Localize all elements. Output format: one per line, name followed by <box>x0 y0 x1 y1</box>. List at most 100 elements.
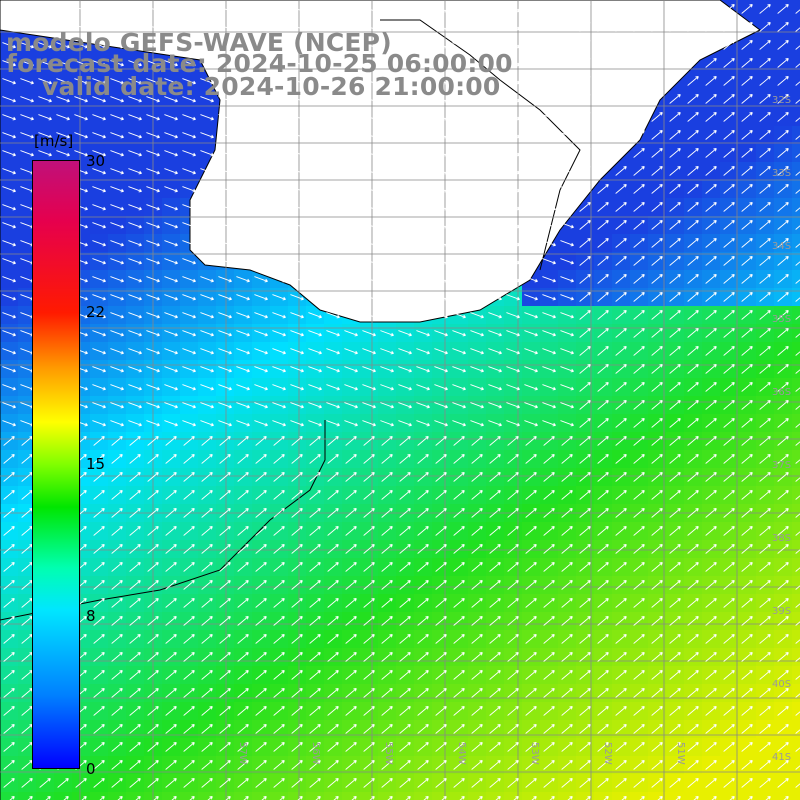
wind-arrow <box>326 384 340 391</box>
wind-arrow <box>416 132 430 139</box>
wind-arrow <box>549 796 555 800</box>
wind-arrow <box>333 796 339 800</box>
wind-arrow <box>92 420 106 427</box>
wind-arrow <box>111 472 123 482</box>
wind-arrow <box>506 204 520 211</box>
wind-arrow <box>687 760 699 770</box>
wind-arrow <box>542 420 556 427</box>
wind-arrow <box>795 171 800 176</box>
wind-arrow <box>3 634 15 644</box>
wind-arrow <box>110 276 124 283</box>
wind-arrow <box>543 652 555 662</box>
wind-arrow <box>3 526 15 536</box>
wind-arrow <box>795 639 800 644</box>
wind-arrow <box>488 366 502 373</box>
wind-arrow <box>183 688 195 698</box>
wind-arrow <box>200 258 214 265</box>
wind-arrow <box>273 562 285 572</box>
wind-arrow <box>128 276 142 283</box>
wind-arrow <box>182 168 196 175</box>
wind-arrow <box>417 526 429 536</box>
field-cell <box>792 234 800 252</box>
wind-arrow <box>219 724 231 734</box>
wind-arrow <box>453 544 465 554</box>
wind-arrow <box>183 652 195 662</box>
wind-arrow <box>147 760 159 770</box>
wind-arrow <box>705 202 717 212</box>
wind-arrow <box>471 562 483 572</box>
wind-arrow <box>309 598 321 608</box>
wind-arrow <box>452 24 466 31</box>
wind-arrow <box>621 796 627 800</box>
wind-arrow <box>110 42 124 49</box>
lat-label: 36S <box>772 387 792 398</box>
wind-arrow <box>777 436 789 446</box>
wind-arrow <box>471 760 483 770</box>
wind-arrow <box>633 58 645 68</box>
wind-arrow <box>759 22 771 32</box>
wind-arrow <box>633 328 645 338</box>
wind-arrow <box>146 6 160 13</box>
wind-arrow <box>560 348 574 355</box>
field-cell <box>792 54 800 72</box>
wind-arrow <box>290 150 304 157</box>
field-cell <box>108 792 126 800</box>
wind-arrow <box>531 796 537 800</box>
wind-arrow <box>741 490 753 500</box>
wind-arrow <box>164 420 178 427</box>
wind-arrow <box>111 598 123 608</box>
wind-arrow <box>488 132 502 139</box>
wind-arrow <box>405 796 411 800</box>
wind-arrow <box>741 328 753 338</box>
wind-arrow <box>111 490 123 500</box>
wind-arrow <box>380 222 394 229</box>
wind-arrow <box>452 204 466 211</box>
wind-arrow <box>20 114 34 121</box>
wind-arrow <box>795 621 800 626</box>
wind-arrow <box>423 796 429 800</box>
wind-arrow <box>524 420 538 427</box>
wind-arrow <box>759 652 771 662</box>
wind-arrow <box>147 526 159 536</box>
wind-arrow <box>723 634 735 644</box>
wind-arrow <box>326 114 340 121</box>
wind-arrow <box>795 45 800 50</box>
wind-arrow <box>453 760 465 770</box>
wind-arrow <box>687 364 699 374</box>
wind-arrow <box>254 330 268 337</box>
wind-arrow <box>506 384 520 391</box>
wind-arrow <box>344 60 358 67</box>
field-cell <box>792 666 800 684</box>
wind-arrow <box>687 94 699 104</box>
field-cell <box>792 396 800 414</box>
wind-arrow <box>254 6 268 13</box>
wind-arrow <box>218 348 232 355</box>
wind-arrow <box>27 796 33 800</box>
wind-arrow <box>723 598 735 608</box>
wind-arrow <box>759 706 771 716</box>
wind-arrow <box>182 312 196 319</box>
wind-arrow <box>434 258 448 265</box>
wind-arrow <box>560 24 574 31</box>
wind-arrow <box>93 436 105 446</box>
wind-arrow <box>327 598 339 608</box>
wind-arrow <box>345 724 357 734</box>
wind-arrow <box>470 42 484 49</box>
wind-arrow <box>579 76 591 86</box>
wind-arrow <box>380 78 394 85</box>
wind-arrow <box>777 364 789 374</box>
wind-arrow <box>110 60 124 67</box>
wind-arrow <box>470 186 484 193</box>
wind-arrow <box>92 96 106 103</box>
wind-arrow <box>38 42 52 49</box>
field-cell <box>792 594 800 612</box>
wind-arrow <box>488 96 502 103</box>
wind-arrow <box>524 114 538 121</box>
wind-arrow <box>327 760 339 770</box>
wind-arrow <box>308 276 322 283</box>
wind-arrow <box>363 598 375 608</box>
wind-arrow <box>218 420 232 427</box>
wind-arrow <box>219 544 231 554</box>
wind-arrow <box>705 346 717 356</box>
wind-arrow <box>182 42 196 49</box>
